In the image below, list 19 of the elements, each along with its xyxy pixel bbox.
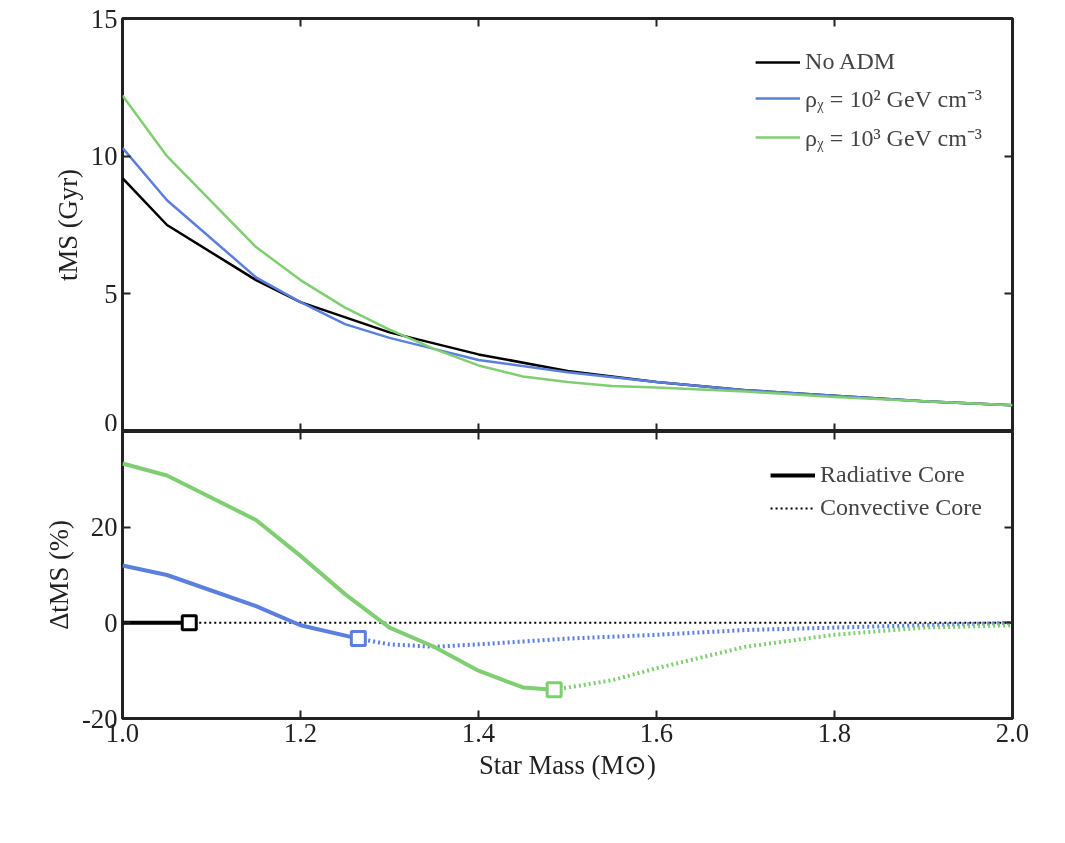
x-axis-title: Star Mass (M⊙) (479, 749, 657, 780)
x-tick-label: 1.2 (283, 717, 318, 748)
legend-label: Convective Core (820, 494, 982, 521)
y-tick-label: 10 (90, 141, 118, 172)
legend-label: No ADM (805, 48, 896, 75)
y-axis-title: tMS (Gyr) (52, 169, 83, 281)
y-tick-label: 20 (90, 512, 118, 543)
y-tick-label: 15 (90, 3, 118, 34)
x-tick-label: 1.8 (817, 717, 852, 748)
legend-label: Radiative Core (820, 461, 965, 488)
y-tick-label: 0 (104, 607, 118, 638)
y-tick-label: 0 (104, 407, 118, 438)
x-tick-label: 2.0 (995, 717, 1030, 748)
x-tick-label: 1.6 (639, 717, 674, 748)
legend-label: ρᵪ = 10³ GeV cm⁻³ (805, 124, 982, 153)
x-tick-label: 1.4 (461, 717, 496, 748)
y-axis-title: ΔtMS (%) (43, 520, 74, 630)
legend-label: ρᵪ = 10² GeV cm⁻³ (805, 85, 982, 114)
y-tick-label: 5 (104, 278, 118, 309)
